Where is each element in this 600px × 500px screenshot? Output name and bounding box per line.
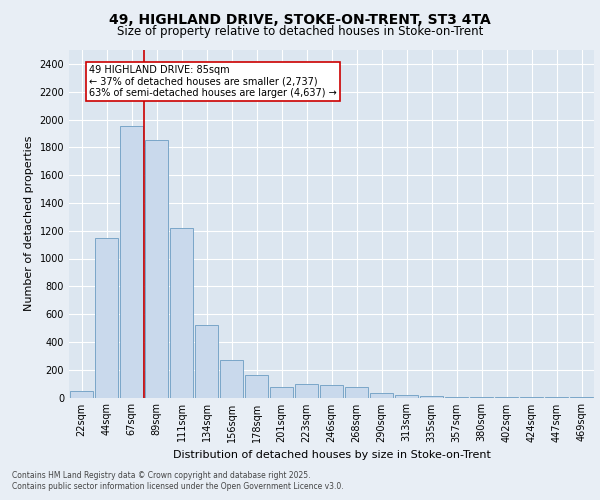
Bar xyxy=(220,360,243,398)
Text: Contains HM Land Registry data © Crown copyright and database right 2025.: Contains HM Land Registry data © Crown c… xyxy=(12,471,311,480)
Text: 49, HIGHLAND DRIVE, STOKE-ON-TRENT, ST3 4TA: 49, HIGHLAND DRIVE, STOKE-ON-TRENT, ST3 … xyxy=(109,12,491,26)
Text: Size of property relative to detached houses in Stoke-on-Trent: Size of property relative to detached ho… xyxy=(117,25,483,38)
Text: Contains public sector information licensed under the Open Government Licence v3: Contains public sector information licen… xyxy=(12,482,344,491)
Bar xyxy=(470,397,493,398)
X-axis label: Distribution of detached houses by size in Stoke-on-Trent: Distribution of detached houses by size … xyxy=(173,450,490,460)
Bar xyxy=(120,126,143,398)
Bar xyxy=(270,387,293,398)
Bar xyxy=(395,396,418,398)
Bar xyxy=(170,228,193,398)
Bar xyxy=(420,396,443,398)
Bar xyxy=(70,390,93,398)
Bar xyxy=(370,394,393,398)
Bar xyxy=(295,384,318,398)
Text: 49 HIGHLAND DRIVE: 85sqm
← 37% of detached houses are smaller (2,737)
63% of sem: 49 HIGHLAND DRIVE: 85sqm ← 37% of detach… xyxy=(89,66,337,98)
Bar xyxy=(345,387,368,398)
Bar xyxy=(195,325,218,398)
Bar xyxy=(495,397,518,398)
Bar xyxy=(245,376,268,398)
Bar xyxy=(145,140,168,398)
Bar xyxy=(320,385,343,398)
Y-axis label: Number of detached properties: Number of detached properties xyxy=(24,136,34,312)
Bar xyxy=(445,397,468,398)
Bar xyxy=(95,238,118,398)
